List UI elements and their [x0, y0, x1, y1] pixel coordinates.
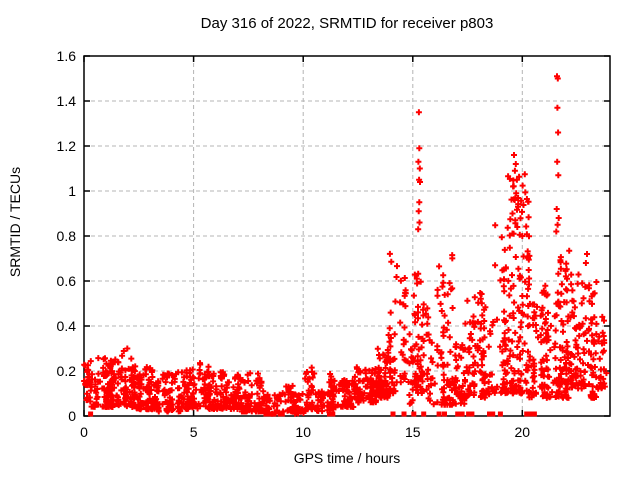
zero-flag-markers — [88, 411, 537, 417]
x-axis-label: GPS time / hours — [293, 450, 401, 466]
x-tick-label: 0 — [80, 424, 88, 440]
y-tick-label: 0.4 — [57, 318, 77, 334]
x-tick-label: 5 — [190, 424, 198, 440]
y-tick-label: 0 — [68, 408, 76, 424]
y-tick-label: 1.2 — [57, 138, 77, 154]
data-points — [81, 73, 610, 417]
y-tick-label: 0.2 — [57, 363, 77, 379]
y-tick-label: 0.6 — [57, 273, 77, 289]
x-tick-label: 10 — [295, 424, 311, 440]
y-tick-label: 1.6 — [57, 48, 77, 64]
y-tick-label: 0.8 — [57, 228, 77, 244]
chart-title: Day 316 of 2022, SRMTID for receiver p80… — [200, 15, 494, 32]
x-tick-label: 15 — [405, 424, 421, 440]
y-tick-label: 1 — [68, 183, 76, 199]
y-tick-label: 1.4 — [57, 93, 77, 109]
x-tick-label: 20 — [515, 424, 531, 440]
